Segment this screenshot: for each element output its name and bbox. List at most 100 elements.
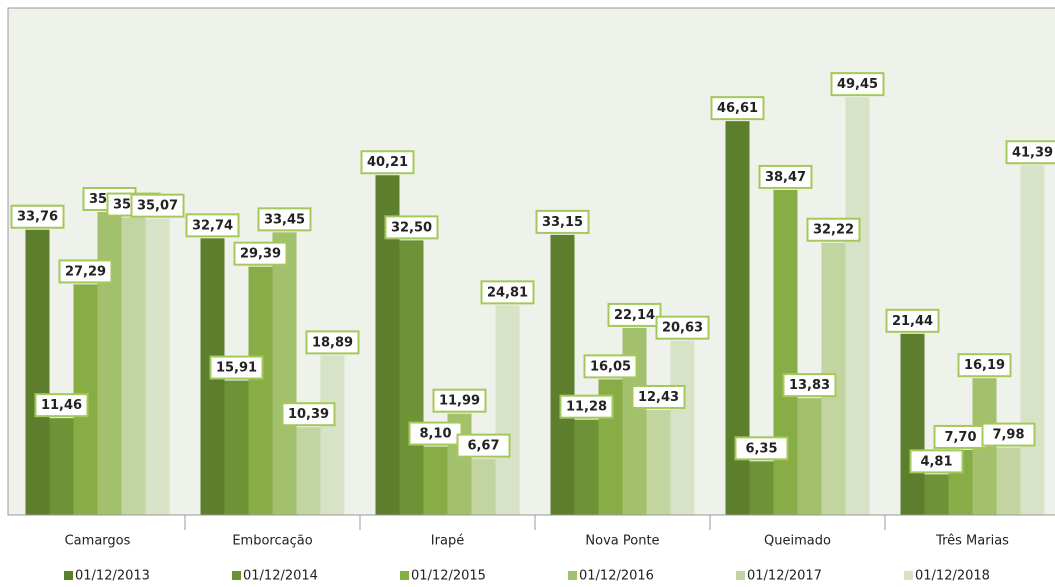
legend-swatch	[232, 571, 241, 580]
bar	[924, 474, 949, 515]
x-tick-label: Queimado	[764, 534, 831, 549]
data-label-box	[10, 204, 65, 229]
data-label: 33,15	[542, 215, 583, 230]
data-label-box	[34, 393, 89, 418]
data-label-box	[909, 449, 964, 474]
bar	[749, 461, 774, 515]
bar	[49, 418, 74, 515]
bar	[296, 427, 321, 515]
data-label: 40,21	[367, 155, 408, 170]
data-label-box	[583, 354, 638, 379]
bar	[845, 97, 870, 516]
data-label-box	[480, 280, 535, 305]
data-label-box	[885, 308, 940, 333]
bar	[900, 333, 925, 515]
data-label: 6,35	[745, 441, 777, 456]
data-label: 41,39	[1012, 145, 1053, 160]
bar	[996, 447, 1021, 515]
data-label-box	[806, 217, 861, 242]
data-label: 32,22	[813, 223, 854, 238]
legend-label: 01/12/2015	[411, 569, 486, 584]
legend-label: 01/12/2016	[579, 569, 654, 584]
data-label-box	[305, 330, 360, 355]
data-label: 46,61	[717, 101, 758, 116]
bar	[670, 340, 695, 515]
data-label: 20,63	[662, 321, 703, 336]
bar	[25, 229, 50, 515]
data-label: 38,47	[765, 170, 806, 185]
data-label: 7,98	[992, 428, 1024, 443]
data-label-box	[710, 96, 765, 121]
x-tick-label: Três Marias	[935, 534, 1009, 549]
data-label-box	[758, 164, 813, 189]
data-label: 21,44	[892, 314, 933, 329]
data-label: 29,39	[240, 247, 281, 262]
data-label-box	[130, 193, 185, 218]
data-label: 33,76	[17, 210, 58, 225]
bar	[272, 232, 297, 515]
bar	[224, 380, 249, 515]
data-label: 4,81	[920, 454, 952, 469]
bar	[574, 419, 599, 515]
data-label: 32,74	[192, 218, 233, 233]
data-label: 49,45	[837, 77, 878, 92]
data-label-box	[535, 209, 590, 234]
data-label: 15,91	[216, 361, 257, 376]
data-label-box	[58, 259, 113, 284]
x-tick-label: Emborcação	[232, 534, 312, 549]
data-label: 24,81	[487, 285, 528, 300]
bar	[320, 355, 345, 515]
bar	[550, 234, 575, 515]
data-label: 33,45	[264, 212, 305, 227]
legend-swatch	[904, 571, 913, 580]
data-label: 8,10	[419, 427, 451, 442]
x-tick-label: Camargos	[65, 534, 131, 549]
data-label-box	[408, 421, 463, 446]
data-label-box	[734, 436, 789, 461]
data-label: 11,46	[41, 398, 82, 413]
bar	[1020, 165, 1045, 515]
data-label: 7,70	[944, 430, 976, 445]
data-label-box	[360, 150, 415, 175]
data-label-box	[233, 241, 288, 266]
legend-swatch	[64, 571, 73, 580]
data-label-box	[830, 72, 885, 97]
data-label-box	[559, 394, 614, 419]
data-label-box	[456, 433, 511, 458]
data-label: 18,89	[312, 335, 353, 350]
data-label-box	[957, 353, 1012, 378]
data-label-box	[185, 213, 240, 238]
data-label-box	[257, 207, 312, 232]
bar	[471, 458, 496, 515]
data-label: 22,14	[614, 308, 655, 323]
data-label-box	[1005, 140, 1055, 165]
bar	[495, 305, 520, 515]
data-label: 16,19	[964, 358, 1005, 373]
data-label: 11,99	[439, 394, 480, 409]
data-label: 16,05	[590, 359, 631, 374]
bar	[145, 218, 170, 515]
bar	[399, 240, 424, 515]
data-label-box	[655, 315, 710, 340]
data-label-box	[209, 355, 264, 380]
data-label: 13,83	[789, 378, 830, 393]
data-label-box	[981, 422, 1036, 447]
data-label-box	[384, 215, 439, 240]
data-label-box	[281, 402, 336, 427]
data-label: 35,07	[137, 199, 178, 214]
x-tick-label: Nova Ponte	[585, 534, 659, 549]
data-label: 6,67	[467, 439, 499, 454]
legend-label: 01/12/2014	[243, 569, 318, 584]
legend-label: 01/12/2018	[915, 569, 990, 584]
data-label-box	[782, 373, 837, 398]
data-label-box	[607, 302, 662, 327]
legend-label: 01/12/2013	[75, 569, 150, 584]
legend-swatch	[400, 571, 409, 580]
bar	[121, 217, 146, 515]
data-label: 27,29	[65, 264, 106, 279]
data-label: 12,43	[638, 390, 679, 405]
data-label-box	[432, 388, 487, 413]
data-label-box	[631, 384, 686, 409]
bar	[97, 211, 122, 515]
